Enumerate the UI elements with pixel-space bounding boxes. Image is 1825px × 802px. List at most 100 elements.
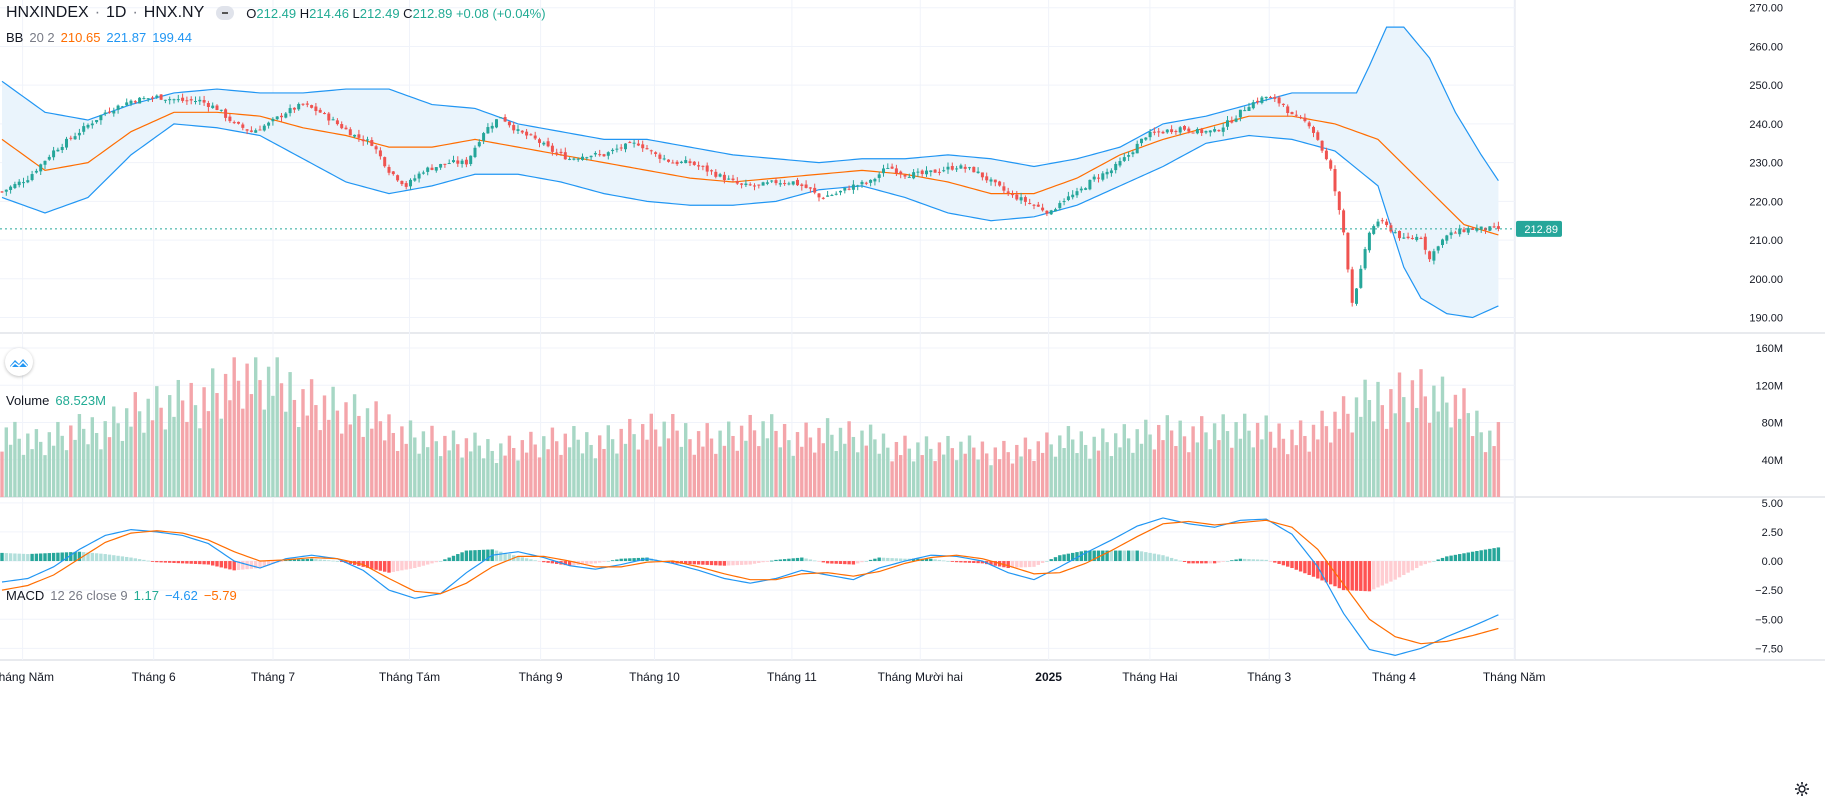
macd-tick-label: −2.50	[1755, 585, 1783, 597]
candle-body	[1496, 226, 1500, 229]
volume-bar	[572, 426, 576, 497]
candle-body	[228, 116, 232, 122]
volume-bar	[189, 382, 193, 497]
volume-bar	[1066, 426, 1071, 497]
candle-body	[90, 123, 94, 126]
candle-body	[22, 182, 25, 184]
candle-body	[447, 163, 451, 165]
candle-body	[318, 109, 322, 113]
candle-body	[950, 166, 954, 170]
macd-histogram-bar	[615, 559, 619, 562]
macd-histogram-bar	[249, 561, 254, 569]
macd-histogram-bar	[623, 558, 628, 562]
candle-body	[813, 187, 817, 193]
volume-bar	[473, 432, 477, 497]
candle-body	[1049, 210, 1053, 215]
candle-body	[60, 147, 64, 151]
macd-histogram-bar	[1028, 561, 1032, 568]
macd-histogram-bar	[26, 554, 30, 562]
volume-bar	[1475, 410, 1479, 497]
candle-body	[688, 161, 692, 164]
volume-bar	[340, 433, 344, 497]
volume-bar	[137, 411, 142, 497]
volume-bar	[275, 357, 279, 497]
volume-bar	[344, 402, 348, 497]
gear-icon[interactable]	[1794, 781, 1810, 802]
macd-histogram-bar	[223, 561, 228, 569]
macd-histogram-bar	[684, 561, 688, 564]
macd-histogram-bar	[1479, 550, 1483, 562]
candle-body	[624, 143, 627, 150]
macd-histogram-bar	[494, 550, 499, 562]
volume-bar	[51, 445, 56, 497]
bb-legend[interactable]: BB 20 2 210.65 221.87 199.44	[6, 30, 192, 45]
candle-body	[1376, 221, 1380, 227]
candle-body	[1071, 194, 1075, 198]
macd-histogram-bar	[856, 561, 860, 564]
macd-histogram-bar	[271, 561, 275, 564]
macd-histogram-bar	[787, 558, 791, 562]
candle-body	[963, 166, 967, 169]
macd-histogram-bar	[172, 561, 176, 563]
volume-bar	[215, 393, 219, 497]
candle-body	[1011, 194, 1014, 196]
candle-body	[1200, 129, 1204, 134]
volume-bar	[494, 463, 499, 497]
volume-bar	[817, 427, 821, 497]
candle-body	[52, 150, 56, 158]
macd-signal-line	[1, 519, 1499, 645]
volume-bar	[486, 439, 490, 497]
macd-histogram-bar	[1290, 561, 1294, 569]
candle-body	[284, 113, 288, 118]
candle-body	[1492, 226, 1496, 228]
candle-body	[697, 165, 701, 167]
macd-histogram-bar	[43, 553, 47, 562]
volume-bar	[481, 458, 486, 497]
volume-tick-label: 160M	[1755, 343, 1783, 355]
volume-bar	[60, 435, 64, 497]
tradingview-wave-logo[interactable]	[5, 348, 33, 376]
volume-bar	[1079, 431, 1083, 497]
macd-histogram-bar	[150, 561, 155, 562]
volume-bar	[413, 437, 417, 497]
volume-bar	[1436, 411, 1440, 497]
volume-bar	[400, 426, 404, 497]
volume-bar	[546, 449, 550, 497]
candle-body	[821, 197, 825, 199]
candle-body	[1183, 125, 1186, 130]
macd-histogram-bar	[1187, 561, 1191, 564]
candle-body	[1419, 237, 1423, 239]
volume-bar	[284, 411, 288, 497]
volume-bar	[580, 453, 585, 497]
macd-histogram-bar	[1096, 550, 1101, 562]
candle-body	[155, 95, 159, 98]
volume-bar	[318, 430, 322, 497]
volume-bar	[662, 421, 666, 497]
volume-bar	[563, 433, 567, 497]
candle-body	[443, 163, 447, 165]
volume-bar	[735, 450, 739, 497]
minus-pill-icon[interactable]	[216, 6, 235, 20]
macd-histogram-bar	[473, 550, 477, 562]
macd-histogram-bar	[198, 561, 202, 565]
candle-body	[1243, 110, 1247, 112]
volume-bar	[86, 444, 90, 497]
macd-histogram-bar	[911, 558, 916, 562]
macd-histogram-bar	[924, 558, 929, 562]
symbol-name[interactable]: HNXINDEX	[6, 4, 89, 21]
volume-bar	[1109, 456, 1114, 497]
interval-label[interactable]: 1D	[106, 4, 127, 21]
candle-body	[1157, 131, 1161, 133]
volume-bar	[155, 386, 159, 497]
macd-histogram-bar	[443, 559, 447, 562]
price-tick-label: 230.00	[1749, 158, 1783, 170]
volume-bar	[993, 447, 997, 497]
volume-legend[interactable]: Volume 68.523M	[6, 393, 106, 408]
candle-body	[151, 97, 154, 99]
macd-legend[interactable]: MACD 12 26 close 9 1.17 −4.62 −5.79	[6, 588, 237, 603]
bb-basis-value: 210.65	[60, 30, 101, 45]
candle-body	[86, 124, 90, 128]
macd-histogram-bar	[1075, 552, 1079, 562]
candle-body	[146, 98, 150, 100]
